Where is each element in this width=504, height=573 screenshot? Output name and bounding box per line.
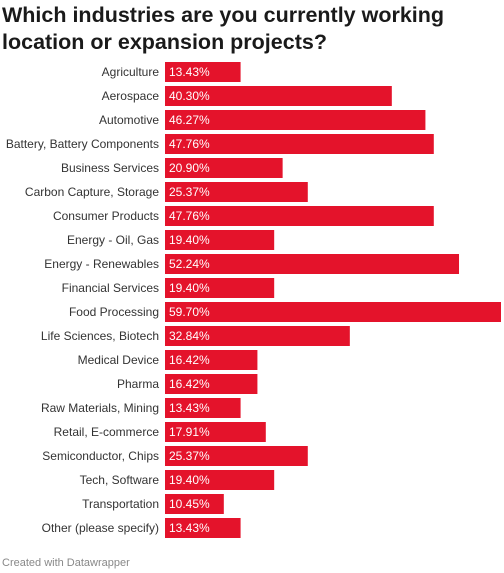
value-label: 17.91% <box>169 425 210 439</box>
category-label: Raw Materials, Mining <box>41 401 159 415</box>
category-label: Life Sciences, Biotech <box>41 329 159 343</box>
bar <box>165 374 258 394</box>
bar <box>165 278 275 298</box>
value-label: 19.40% <box>169 233 210 247</box>
value-label: 13.43% <box>169 521 210 535</box>
category-label: Aerospace <box>102 89 160 103</box>
value-label: 40.30% <box>169 89 210 103</box>
category-label: Carbon Capture, Storage <box>25 185 159 199</box>
category-label: Automotive <box>99 113 159 127</box>
category-label: Food Processing <box>69 305 159 319</box>
value-label: 20.90% <box>169 161 210 175</box>
bar <box>165 326 350 346</box>
category-label: Energy - Renewables <box>44 257 159 271</box>
bar <box>165 302 501 322</box>
category-label: Retail, E-commerce <box>54 425 160 439</box>
bar <box>165 182 308 202</box>
category-label: Pharma <box>117 377 159 391</box>
category-label: Semiconductor, Chips <box>42 449 159 463</box>
bar <box>165 470 275 490</box>
value-label: 25.37% <box>169 449 210 463</box>
bar <box>165 86 392 106</box>
bar <box>165 398 241 418</box>
bar <box>165 134 434 154</box>
value-label: 19.40% <box>169 473 210 487</box>
category-label: Financial Services <box>62 281 159 295</box>
bar <box>165 422 266 442</box>
value-label: 32.84% <box>169 329 210 343</box>
bar <box>165 518 241 538</box>
value-label: 46.27% <box>169 113 210 127</box>
bar <box>165 230 275 250</box>
value-label: 47.76% <box>169 137 210 151</box>
value-label: 52.24% <box>169 257 210 271</box>
bar <box>165 62 241 82</box>
value-label: 13.43% <box>169 65 210 79</box>
value-label: 19.40% <box>169 281 210 295</box>
bar <box>165 110 426 130</box>
value-label: 16.42% <box>169 353 210 367</box>
bar <box>165 158 283 178</box>
category-label: Battery, Battery Components <box>6 137 159 151</box>
category-label: Business Services <box>61 161 159 175</box>
bar <box>165 254 460 274</box>
bar <box>165 206 434 226</box>
value-label: 13.43% <box>169 401 210 415</box>
category-label: Tech, Software <box>80 473 160 487</box>
bar <box>165 446 308 466</box>
category-label: Energy - Oil, Gas <box>67 233 159 247</box>
bar <box>165 494 224 514</box>
category-label: Other (please specify) <box>42 521 159 535</box>
bar-chart: Agriculture 13.43% Aerospace 40.30% Automoti… <box>6 62 501 538</box>
category-label: Medical Device <box>78 353 160 367</box>
bar <box>165 350 258 370</box>
chart-title: Which industries are you currently worki… <box>2 3 445 54</box>
value-label: 25.37% <box>169 185 210 199</box>
value-label: 47.76% <box>169 209 210 223</box>
category-label: Consumer Products <box>53 209 159 223</box>
category-label: Agriculture <box>102 65 160 79</box>
footer-credit: Created with Datawrapper <box>2 557 130 569</box>
value-label: 16.42% <box>169 377 210 391</box>
category-label: Transportation <box>82 497 159 511</box>
value-label: 59.70% <box>169 305 210 319</box>
value-label: 10.45% <box>169 497 210 511</box>
